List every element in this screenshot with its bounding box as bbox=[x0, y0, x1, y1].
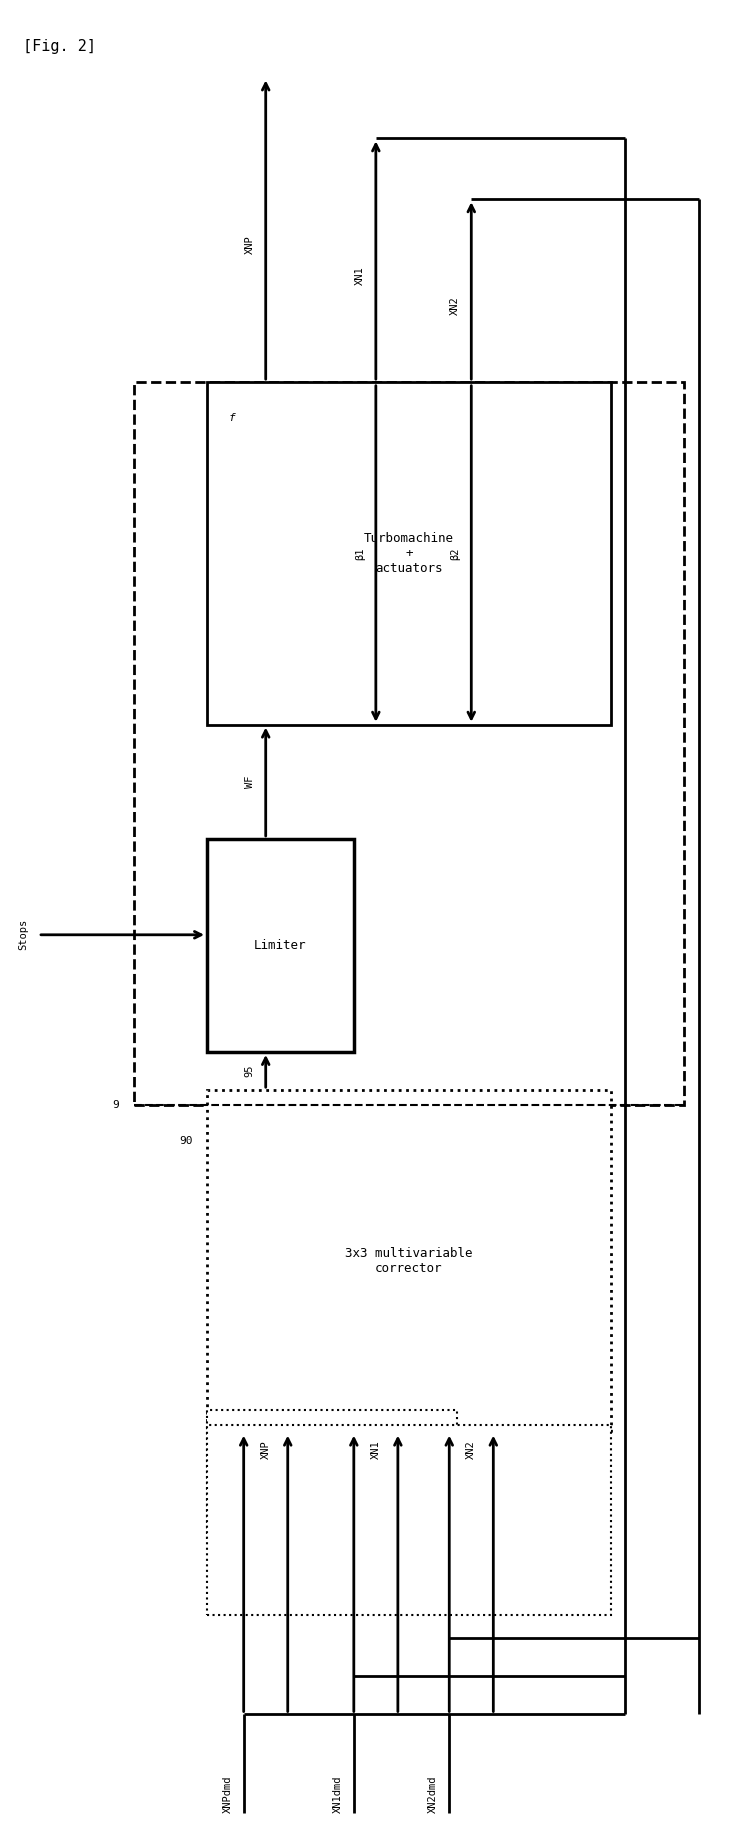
Text: f: f bbox=[229, 412, 236, 423]
Text: Stops: Stops bbox=[18, 919, 29, 950]
Text: [Fig. 2]: [Fig. 2] bbox=[24, 40, 97, 55]
Bar bbox=[207, 1091, 611, 1433]
Text: 95: 95 bbox=[245, 1065, 255, 1078]
Text: 9: 9 bbox=[112, 1100, 119, 1111]
Bar bbox=[207, 382, 611, 725]
Text: β2: β2 bbox=[450, 547, 461, 560]
Text: WF: WF bbox=[245, 776, 255, 789]
Text: XNPdmd: XNPdmd bbox=[223, 1775, 233, 1814]
Text: 3x3 multivariable
corrector: 3x3 multivariable corrector bbox=[345, 1248, 472, 1276]
Bar bbox=[207, 1426, 611, 1616]
Text: β1: β1 bbox=[354, 547, 365, 560]
Text: 90: 90 bbox=[179, 1136, 192, 1147]
Text: XN2dmd: XN2dmd bbox=[428, 1775, 439, 1814]
Bar bbox=[207, 838, 354, 1052]
Text: XN1dmd: XN1dmd bbox=[333, 1775, 343, 1814]
Text: Turbomachine
+
actuators: Turbomachine + actuators bbox=[364, 533, 454, 575]
Text: XN1: XN1 bbox=[371, 1440, 381, 1459]
Text: XNP: XNP bbox=[245, 236, 255, 254]
Text: XN2: XN2 bbox=[450, 296, 461, 315]
Text: Limiter: Limiter bbox=[254, 939, 307, 952]
Text: XN2: XN2 bbox=[467, 1440, 476, 1459]
Text: XN1: XN1 bbox=[354, 265, 365, 285]
Bar bbox=[207, 1409, 457, 1539]
Bar bbox=[133, 382, 684, 1105]
Text: XNP: XNP bbox=[261, 1440, 270, 1459]
